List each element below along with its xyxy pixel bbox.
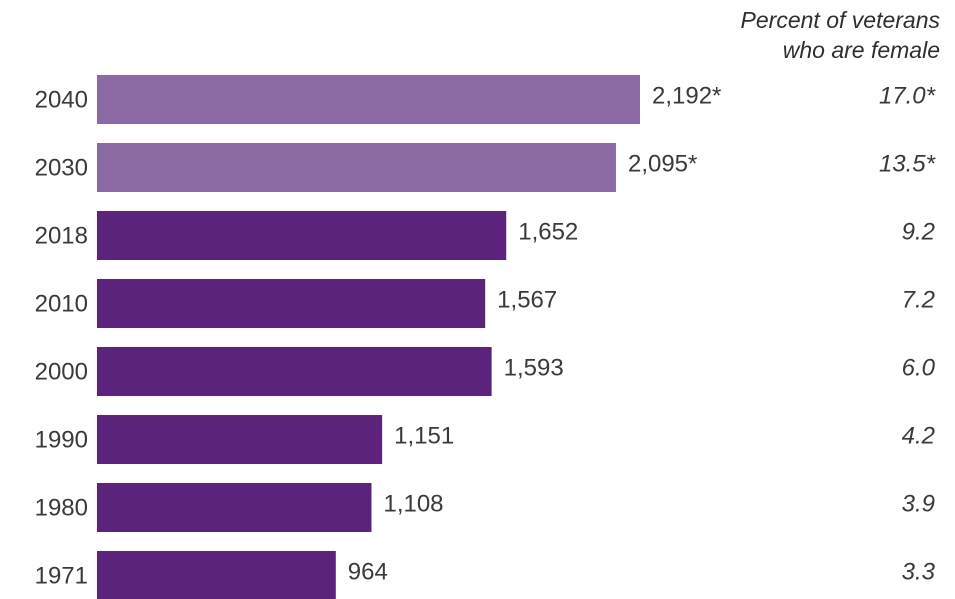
bar bbox=[97, 347, 492, 396]
bar-row: 1980 1,108 3.9 bbox=[35, 483, 935, 532]
bar-row: 1990 1,151 4.2 bbox=[35, 415, 935, 464]
bar-row: 2010 1,567 7.2 bbox=[35, 279, 935, 328]
percent-female-label: 7.2 bbox=[902, 287, 935, 314]
percent-female-label: 17.0* bbox=[879, 83, 936, 110]
percent-column-header: Percent of veterans who are female bbox=[741, 7, 941, 63]
bar bbox=[97, 483, 372, 532]
year-label: 2000 bbox=[35, 359, 88, 386]
percent-female-label: 3.3 bbox=[902, 559, 936, 586]
projected-bar bbox=[97, 75, 640, 124]
bar-row: 2040 2,192* 17.0* bbox=[35, 75, 936, 124]
bar bbox=[97, 415, 383, 464]
projected-bar bbox=[97, 143, 616, 192]
bar-row: 2030 2,095* 13.5* bbox=[35, 143, 936, 192]
bar bbox=[97, 279, 486, 328]
bar-value-label: 1,567 bbox=[497, 287, 557, 314]
bar-value-label: 1,652 bbox=[518, 219, 578, 246]
bar-value-label: 1,151 bbox=[394, 423, 454, 450]
year-label: 2040 bbox=[35, 87, 88, 114]
percent-female-label: 9.2 bbox=[902, 219, 935, 246]
percent-column-header-line2: who are female bbox=[783, 37, 940, 63]
percent-female-label: 6.0 bbox=[902, 355, 936, 382]
percent-female-label: 4.2 bbox=[902, 423, 935, 450]
bar bbox=[97, 551, 336, 599]
bar-row: 2000 1,593 6.0 bbox=[35, 347, 936, 396]
bar-value-label: 2,095* bbox=[628, 151, 697, 178]
bar-rows: 2040 2,192* 17.0* 2030 2,095* 13.5* 2018 1,652 9… bbox=[35, 75, 936, 599]
year-label: 2010 bbox=[35, 291, 88, 318]
percent-female-label: 13.5* bbox=[879, 151, 936, 178]
year-label: 1990 bbox=[35, 427, 88, 454]
bar-row: 1971 964 3.3 bbox=[35, 551, 936, 599]
percent-column-header-line1: Percent of veterans bbox=[741, 7, 941, 33]
year-label: 2018 bbox=[35, 223, 88, 250]
bar-value-label: 964 bbox=[348, 559, 388, 586]
year-label: 1980 bbox=[35, 495, 88, 522]
bar-row: 2018 1,652 9.2 bbox=[35, 211, 935, 260]
year-label: 1971 bbox=[35, 563, 88, 590]
year-label: 2030 bbox=[35, 155, 88, 182]
bar-value-label: 1,593 bbox=[504, 355, 564, 382]
percent-female-label: 3.9 bbox=[902, 491, 935, 518]
bar-value-label: 2,192* bbox=[652, 83, 721, 110]
bar-value-label: 1,108 bbox=[383, 491, 443, 518]
bar bbox=[97, 211, 507, 260]
